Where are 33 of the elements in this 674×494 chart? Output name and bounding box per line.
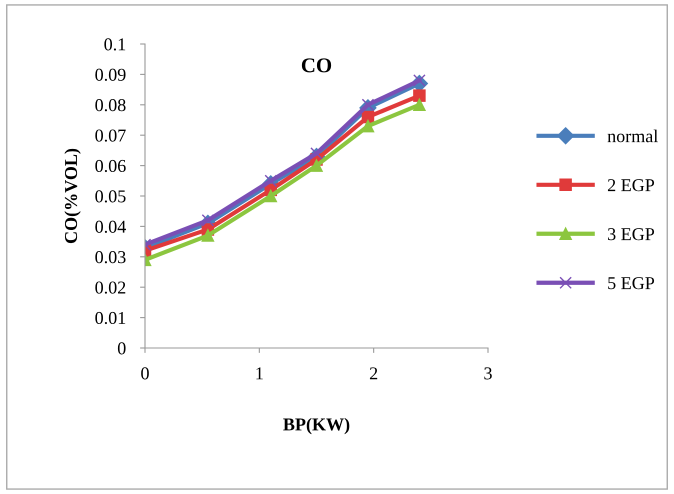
y-tick-label: 0.06: [95, 160, 126, 172]
y-tick-label: 0.02: [95, 281, 126, 294]
y-tick-label: 0: [118, 342, 126, 354]
x-tick-label: 2: [370, 367, 378, 380]
point: [310, 159, 323, 172]
point: [413, 98, 426, 112]
point: [202, 229, 214, 242]
point: [264, 190, 278, 202]
text: CO: [302, 58, 332, 72]
y-tick-label: 0.1: [104, 38, 126, 51]
point: [310, 147, 323, 160]
y-tick-label: 0.01: [95, 312, 126, 324]
y-tick-label: 0.09: [95, 68, 126, 81]
point: [264, 174, 278, 188]
legend-label: 2 EGP: [608, 179, 654, 192]
x-tick-label: 3: [484, 367, 492, 380]
y-tick-label: 0.08: [95, 99, 126, 112]
point: [362, 120, 374, 132]
point: [202, 214, 214, 227]
x-axis-title: BP(KW): [283, 418, 350, 434]
point: [413, 89, 426, 102]
y-tick-label: 0.03: [95, 251, 126, 264]
legend-label: 3 EGP: [608, 228, 654, 240]
y-axis-title: CO(%VOL): [64, 148, 81, 244]
y-tick-label: 0.07: [95, 129, 126, 142]
legend-label: 5 EGP: [608, 277, 654, 290]
y-tick-label: 0.04: [95, 220, 126, 233]
point: [362, 98, 374, 112]
y-tick-label: 0.05: [95, 190, 126, 203]
point: [362, 110, 374, 124]
x-tick-label: 1: [256, 367, 263, 380]
x-tick-label: 0: [141, 367, 149, 380]
legend-label: normal: [608, 130, 658, 142]
